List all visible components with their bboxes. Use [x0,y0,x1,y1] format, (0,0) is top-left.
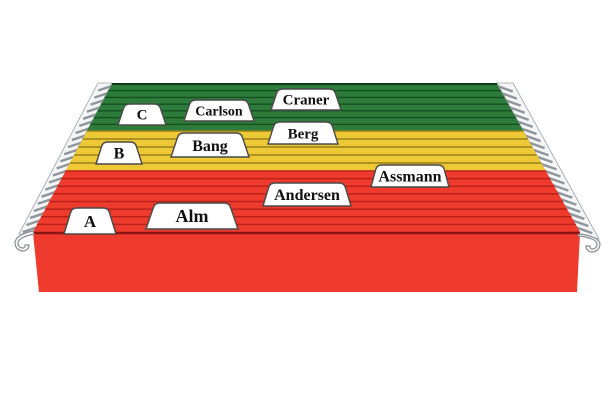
tab-shape [117,103,167,126]
folder-tab-label: Andersen [274,187,340,204]
left-rail-stripe [97,84,114,92]
tab-shape [267,121,339,145]
folder-tab-andersen: Andersen [262,182,352,207]
folder-tab-berg: Berg [267,121,339,145]
tab-shape [170,132,250,158]
left-rail-stripe [33,204,50,212]
folder-tab-bang: Bang [170,132,250,158]
left-rail-stripe [52,169,69,177]
folder-tab-c: C [117,103,167,126]
tab-shape [262,182,352,207]
folder-tab-assmann: Assmann [370,164,450,188]
folder-tab-label: Alm [176,206,209,226]
right-rail-stripe [570,218,589,228]
right-rail-stripe [539,162,557,171]
left-rail-stripe [41,190,57,198]
right-rail-stripe [523,133,542,143]
tab-shape [95,141,143,165]
right-rail-stripe [515,119,534,129]
right-rail-stripe [511,112,530,121]
right-rail-stripe [495,84,514,93]
folder-red-6 [41,209,572,217]
left-rail-stripe [60,155,76,163]
tab-shape [270,88,342,111]
folder-tab-a: A [63,207,117,235]
left-rail-stripe [67,141,84,149]
right-rail-stripe [519,126,538,136]
right-rail-stripe [543,169,561,178]
right-rail-stripe [566,211,585,221]
left-rail-stripe [44,183,61,191]
folder-tab-label: Assmann [378,168,441,185]
folder-tab-label: Carlson [195,105,243,120]
left-rail-stripe [29,211,46,220]
right-rail-stripe [547,176,565,185]
folder-tab-alm: Alm [145,202,239,230]
left-rail-stripe [86,105,103,113]
tab-shape [183,99,255,122]
right-rail-stripe [507,105,526,114]
right-hook [577,233,601,253]
folder-green-1 [108,84,501,91]
left-rail-stripe [94,91,110,99]
folder-tab-label: A [84,212,97,231]
folder-red-1 [61,171,551,179]
tab-shape [63,207,117,235]
folder-tab-b: B [95,141,143,165]
folder-tab-label: Berg [288,126,319,142]
folder-tab-label: Craner [283,93,330,109]
folder-tabs: C Carlson Craner B Bang Berg A Alm Andersen Assma… [63,88,450,235]
tab-shape [145,202,239,230]
right-rail-stripe [554,190,573,199]
folder-yellow-3 [74,147,537,155]
right-rail-stripe [558,197,577,206]
left-rail-stripe [63,148,80,156]
right-rail-stripe [562,204,581,213]
right-rail-stripe [503,98,522,107]
right-rail-stripes [495,84,593,235]
right-rail-stripe [499,91,518,100]
right-rail-stripe [535,155,553,164]
left-rail-stripe [75,126,91,135]
left-rail-stripe [37,197,54,205]
folder-tab-craner: Craner [270,88,342,111]
folder-tab-carlson: Carlson [183,99,255,122]
folder-tab-label: Bang [192,138,228,155]
left-rail-stripe [56,162,73,170]
left-rail-stripes [22,84,114,234]
right-rail-stripe [531,148,549,157]
left-rail-stripe [82,112,99,120]
right-rail-stripe [574,225,593,235]
folder-tab-label: C [137,108,148,124]
folder-red-7 [37,216,576,225]
left-rail-stripe [71,133,88,142]
left-rail-stripe [90,98,107,106]
right-rail-stripe [527,141,546,150]
left-rail-stripe [22,225,38,234]
front-panel [33,233,580,292]
left-hook [14,230,35,252]
left-rail-stripe [26,218,42,227]
tab-shape [370,164,450,188]
folder-tab-label: B [114,145,125,162]
left-rail-stripe [78,119,95,128]
